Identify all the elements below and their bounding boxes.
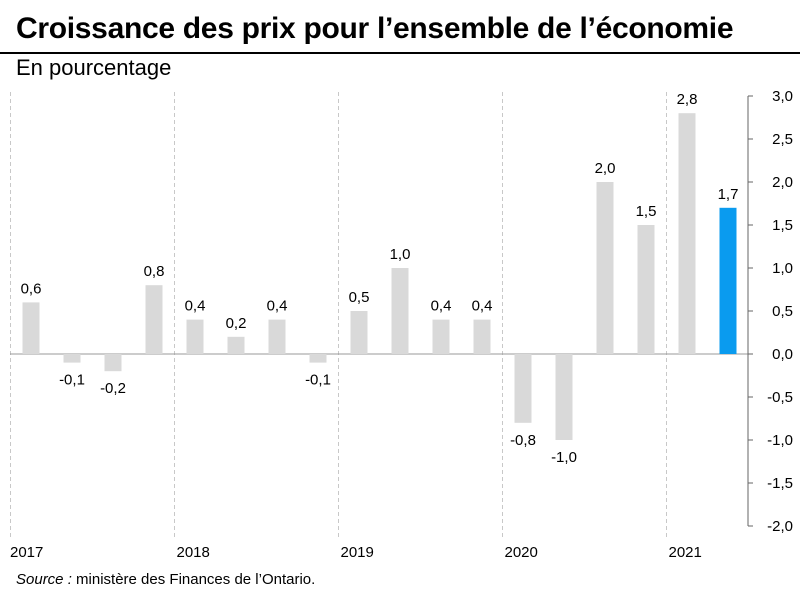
y-tick-label: 2,0 [772, 174, 793, 191]
data-label: 0,4 [472, 298, 493, 315]
bar [145, 285, 163, 354]
y-tick-labels-group: 3,0 2,5 2,0 1,5 1,0 0,5 0,0 -0,5 -1,0 -1,5 -2,0 [767, 88, 793, 535]
year-label: 2021 [669, 544, 702, 561]
title-rule [0, 52, 800, 54]
data-label: -0,2 [100, 380, 126, 397]
y-tick-label: -2,0 [767, 518, 793, 535]
y-tick-label: 3,0 [772, 88, 793, 105]
bar [350, 311, 368, 354]
source-note: Source : ministère des Finances de l’Ont… [16, 571, 315, 588]
bar [637, 225, 655, 354]
bar [268, 319, 286, 354]
year-label: 2020 [505, 544, 538, 561]
bar [63, 354, 81, 363]
y-tick-label: -1,0 [767, 432, 793, 449]
data-label: -0,1 [305, 372, 331, 389]
bars-group [22, 113, 737, 440]
bar [719, 207, 737, 354]
y-tick-label: 2,5 [772, 131, 793, 148]
data-label: 1,7 [718, 186, 739, 203]
bar [432, 319, 450, 354]
data-label: 1,0 [390, 246, 411, 263]
y-tick-label: 1,5 [772, 217, 793, 234]
data-label: 0,5 [349, 289, 370, 306]
bar [186, 319, 204, 354]
bar [104, 354, 122, 372]
data-label: 1,5 [636, 203, 657, 220]
data-label: -1,0 [551, 449, 577, 466]
bar [473, 319, 491, 354]
year-labels-group: 2017 2018 2019 2020 2021 [10, 544, 702, 561]
data-label: 0,4 [185, 298, 206, 315]
data-label: 0,2 [226, 315, 247, 332]
bar [596, 182, 614, 354]
source-label: Source : [16, 571, 72, 588]
source-text: ministère des Finances de l’Ontario. [71, 571, 316, 588]
chart-title: Croissance des prix pour l’ensemble de l… [16, 12, 734, 45]
data-label: 0,4 [267, 298, 288, 315]
bar [227, 336, 245, 354]
year-separators [10, 92, 667, 540]
y-tick-label: -1,5 [767, 475, 793, 492]
data-label: -0,1 [59, 372, 85, 389]
bar [391, 268, 409, 354]
y-tick-label: -0,5 [767, 389, 793, 406]
y-ticks-group [748, 95, 753, 527]
data-label: -0,8 [510, 432, 536, 449]
bar [514, 354, 532, 423]
year-label: 2018 [177, 544, 210, 561]
y-tick-label: 1,0 [772, 260, 793, 277]
data-labels-group: 0,6 -0,1 -0,2 0,8 0,4 0,2 0,4 -0,1 0,5 1,0 0,4 0,4 -… [21, 91, 739, 466]
data-label: 2,8 [677, 91, 698, 108]
bar [555, 354, 573, 440]
year-label: 2017 [10, 544, 43, 561]
chart-subtitle: En pourcentage [16, 55, 172, 80]
data-label: 0,8 [144, 263, 165, 280]
data-label: 2,0 [595, 160, 616, 177]
year-label: 2019 [341, 544, 374, 561]
y-tick-label: 0,0 [772, 346, 793, 363]
bar [309, 354, 327, 363]
y-tick-label: 0,5 [772, 303, 793, 320]
data-label: 0,4 [431, 298, 452, 315]
bar [22, 302, 40, 354]
bar [678, 113, 696, 354]
data-label: 0,6 [21, 280, 42, 297]
